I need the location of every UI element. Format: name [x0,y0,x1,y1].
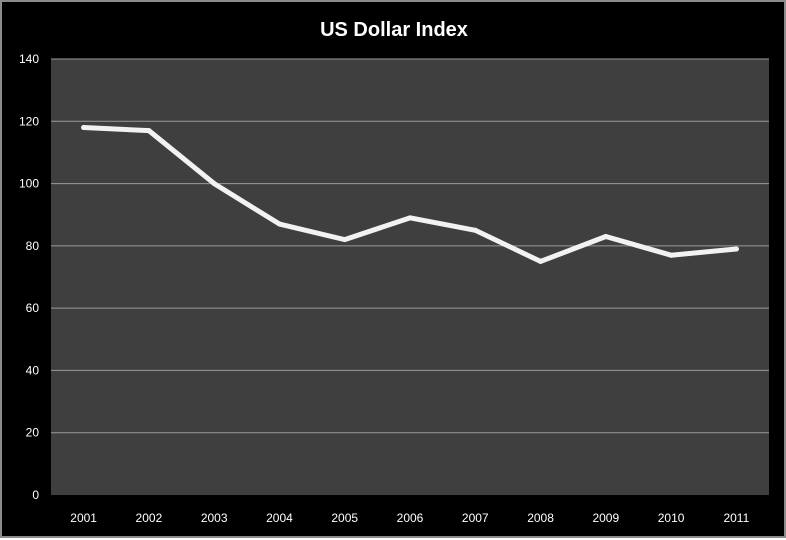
data-point [407,215,413,221]
y-tick-label: 0 [32,488,39,502]
data-point [538,258,544,264]
x-tick-label: 2002 [136,511,163,525]
y-tick-label: 40 [26,363,40,377]
x-tick-label: 2001 [70,511,97,525]
data-point [733,246,739,252]
data-point [81,125,87,131]
plot-area [51,59,769,495]
y-tick-label: 140 [19,52,39,66]
x-tick-label: 2007 [462,511,489,525]
data-point [472,227,478,233]
x-tick-label: 2003 [201,511,228,525]
data-point [146,128,152,134]
x-axis-tick-labels: 2001 2002 2003 2004 2005 2006 2007 2008 2009 2010… [70,511,749,525]
y-tick-label: 20 [26,426,40,440]
chart-title: US Dollar Index [320,19,468,41]
data-point [668,252,674,258]
x-tick-label: 2011 [723,511,749,525]
y-tick-label: 120 [19,114,39,128]
data-point [276,221,282,227]
data-point [211,181,217,187]
data-point [342,237,348,243]
x-tick-label: 2008 [527,511,554,525]
x-tick-label: 2010 [658,511,685,525]
data-point [603,234,609,240]
x-tick-label: 2009 [592,511,619,525]
y-tick-label: 80 [26,239,40,253]
data-points [81,125,739,264]
x-tick-label: 2006 [397,511,424,525]
y-axis-tick-labels: 0 20 40 60 80 100 120 140 [19,52,39,502]
x-tick-label: 2004 [266,511,293,525]
gridlines [51,58,769,434]
x-tick-label: 2005 [331,511,358,525]
y-tick-label: 100 [19,177,39,191]
y-tick-label: 60 [26,301,40,315]
